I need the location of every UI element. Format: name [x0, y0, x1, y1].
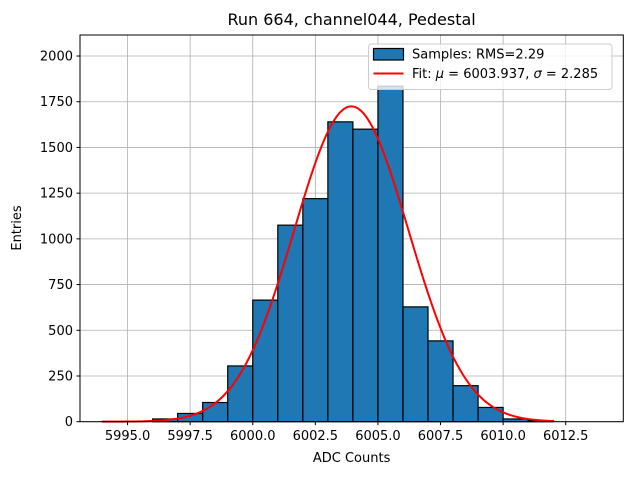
- histogram-bar: [202, 401, 229, 423]
- x-tick-label: 6010.0: [480, 429, 526, 444]
- x-tick-label: 6012.5: [543, 429, 589, 444]
- fit-curve: [101, 105, 555, 423]
- y-axis-label: Entries: [10, 205, 25, 251]
- y-tick-label: 0: [65, 415, 73, 430]
- legend: Samples: RMS=2.29 Fit: μ = 6003.937, σ =…: [368, 43, 613, 90]
- y-tick-label: 250: [48, 369, 73, 384]
- y-tick-label: 750: [48, 278, 73, 293]
- y-tick-label: 500: [48, 324, 73, 339]
- histogram-bar: [277, 224, 304, 423]
- fit-curve-layer: [101, 105, 555, 423]
- histogram-bar: [327, 121, 354, 423]
- y-tick-label: 1750: [40, 95, 73, 110]
- histogram-bar: [402, 306, 429, 423]
- x-tick-label: 5995.0: [105, 429, 151, 444]
- x-tick-label: 6002.5: [293, 429, 339, 444]
- histogram-bar: [377, 85, 404, 423]
- x-tick-label: 6007.5: [418, 429, 464, 444]
- y-tick-label: 1000: [40, 232, 73, 247]
- chart-title: Run 664, channel044, Pedestal: [227, 10, 475, 29]
- x-axis-label: ADC Counts: [313, 451, 391, 466]
- legend-box: [368, 43, 613, 90]
- x-tick-label: 6000.0: [230, 429, 276, 444]
- legend-samples-label: Samples: RMS=2.29: [412, 48, 544, 63]
- legend-fit-label: Fit: μ = 6003.937, σ = 2.285: [412, 67, 598, 82]
- y-tick-label: 1250: [40, 187, 73, 202]
- histogram-bar: [427, 340, 454, 423]
- axes-layer: [79, 34, 624, 423]
- x-tick-label: 5997.5: [167, 429, 213, 444]
- x-tick-label: 6005.0: [355, 429, 401, 444]
- legend-samples-swatch: [372, 47, 405, 61]
- histogram-bar: [302, 198, 329, 423]
- plot-border: [79, 34, 624, 423]
- bars-layer: [152, 85, 554, 423]
- ticks-layer: 5995.0 5997.5 6000.0 6002.5 6005.0 6007.5 6010…: [40, 50, 589, 445]
- y-tick-label: 1500: [40, 141, 73, 156]
- y-tick-label: 2000: [40, 50, 73, 65]
- histogram-bar: [452, 385, 479, 423]
- histogram-bar: [352, 128, 379, 423]
